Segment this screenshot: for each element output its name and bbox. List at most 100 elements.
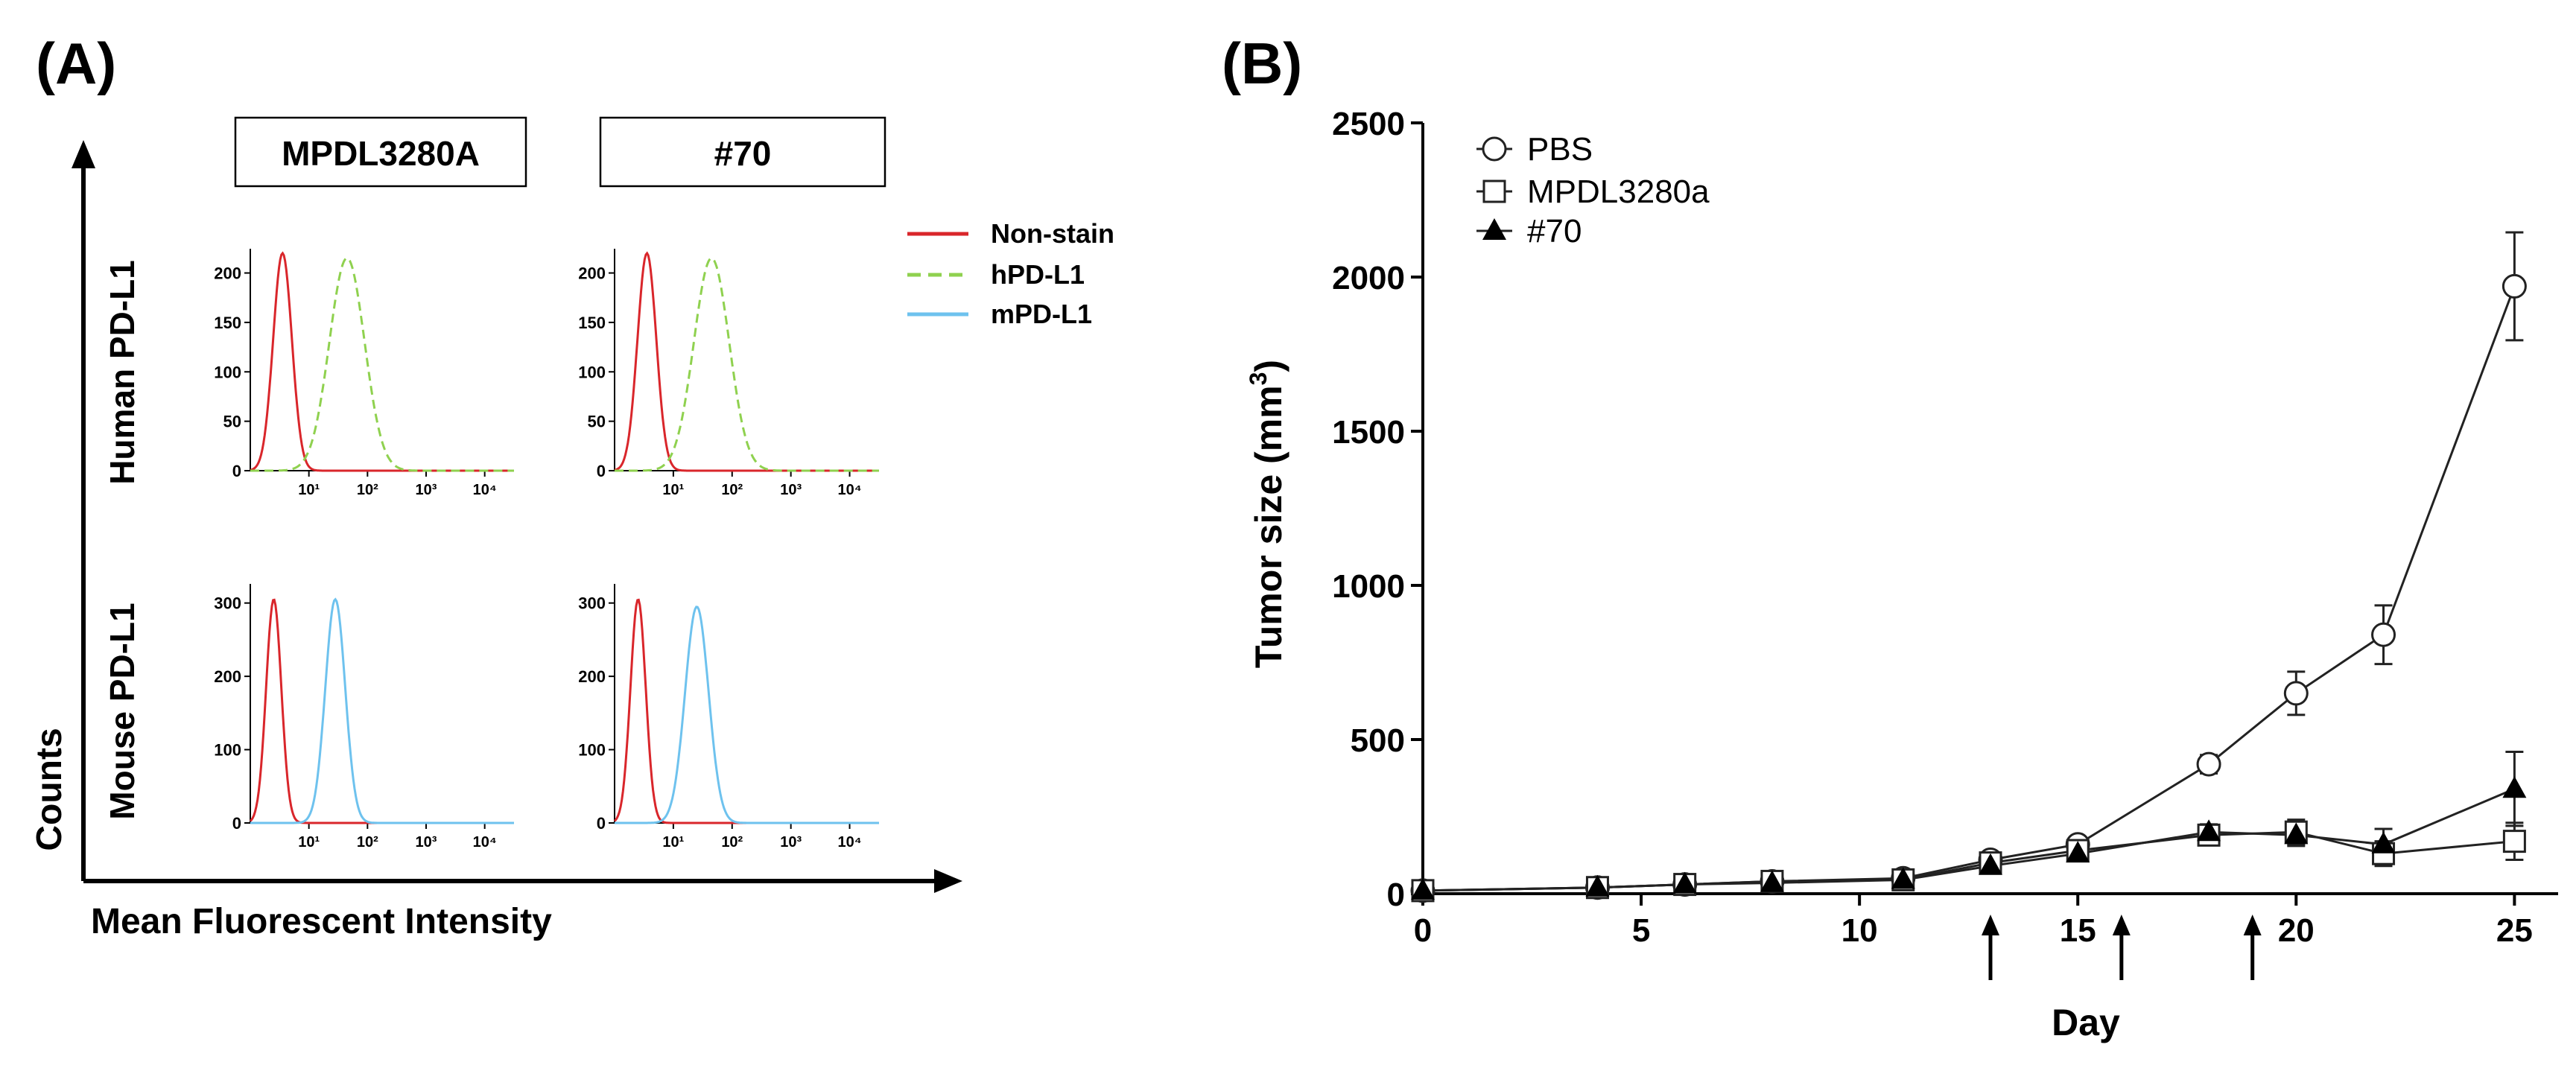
hist-ytick-label: 0 (597, 814, 606, 833)
x-tick-label: 25 (2496, 912, 2533, 949)
point-triangle (1585, 874, 1610, 897)
hist-ytick-label: 0 (232, 814, 241, 833)
hist-ytick-label: 150 (214, 314, 241, 332)
hist-curve-nonstain (613, 598, 879, 824)
hist-xtick-label: 10¹ (662, 834, 684, 851)
point-triangle (1672, 871, 1697, 894)
x-tick-label: 15 (2060, 912, 2096, 949)
point-triangle (2371, 831, 2396, 853)
hist-curve-hpdl1 (250, 257, 514, 472)
hist-xtick-label: 10⁴ (837, 834, 861, 851)
point-circle (2283, 681, 2309, 706)
hist-ytick-label: 150 (578, 314, 606, 332)
hist-xtick-label: 10² (357, 834, 378, 851)
legend-label-circle: PBS (1527, 131, 1593, 168)
hist-ytick-label: 0 (232, 462, 241, 480)
x-tick-label: 5 (1632, 912, 1650, 949)
point-circle (2371, 622, 2396, 647)
point-triangle (2197, 819, 2221, 842)
point-triangle (1411, 877, 1435, 900)
hist-ytick-label: 200 (214, 667, 241, 686)
x-tick-label: 0 (1414, 912, 1432, 949)
point-triangle (2066, 841, 2090, 863)
tumor-y-axis-label-superscript: 3 (1245, 372, 1272, 386)
counts-axis-arrowhead (72, 140, 95, 168)
hist-xtick-label: 10⁴ (473, 834, 497, 851)
tumor-y-axis-label-close: ) (1248, 360, 1289, 372)
legend-marker-triangle (1482, 218, 1506, 240)
panel-a-label: (A) (36, 31, 116, 96)
hist-ytick-label: 200 (578, 667, 606, 686)
point-triangle (1760, 870, 1784, 892)
hist-ytick-label: 100 (214, 741, 241, 760)
row-label-human: Human PD-L1 (103, 260, 142, 485)
y-tick-label: 2000 (1332, 260, 1405, 296)
header-70: #70 (714, 134, 772, 173)
header-box-70 (599, 116, 886, 188)
point-triangle (2284, 822, 2309, 845)
hist-xtick-label: 10¹ (662, 482, 684, 498)
hist-ytick-label: 50 (588, 413, 606, 431)
legend-label-1: hPD-L1 (991, 259, 1085, 290)
mfi-label: Mean Fluorescent Intensity (91, 902, 552, 941)
panel-b-label: (B) (1222, 31, 1302, 96)
header-box-mpdl3280a (234, 116, 527, 188)
point-circle (2502, 273, 2527, 299)
hist-ytick-label: 300 (578, 594, 606, 613)
hist-ytick-label: 100 (214, 363, 241, 381)
hist-curve-nonstain (614, 251, 879, 472)
series-line-triangle (1422, 787, 2515, 892)
hist-ytick-label: 50 (223, 413, 241, 431)
counts-label: Counts (30, 728, 69, 851)
hist-xtick-label: 10² (721, 834, 743, 851)
hist-xtick-label: 10⁴ (473, 482, 497, 498)
hist-xtick-label: 10³ (416, 482, 437, 498)
x-tick-label: 20 (2278, 912, 2315, 949)
point-square (2502, 830, 2526, 853)
day-axis-label: Day (2052, 1002, 2120, 1043)
point-triangle (1979, 853, 2002, 875)
legend-label-triangle: #70 (1527, 213, 1582, 249)
hist-ytick-label: 200 (578, 264, 606, 283)
hist-ytick-label: 300 (214, 594, 241, 613)
hist-ytick-label: 200 (214, 264, 241, 283)
hist-curve-nonstain (249, 598, 514, 824)
row-label-mouse: Mouse PD-L1 (103, 603, 142, 819)
hist-curve-mpdl1 (615, 605, 879, 824)
hist-xtick-label: 10³ (780, 834, 802, 851)
tumor-y-axis-label-text: Tumor size (mm (1248, 385, 1289, 668)
legend-label-2: mPD-L1 (991, 299, 1092, 329)
dosing-arrow-head (2243, 915, 2262, 935)
legend-label-0: Non-stain (991, 218, 1114, 249)
dosing-arrow-head (2112, 915, 2131, 935)
x-tick-label: 10 (1841, 912, 1878, 949)
hist-xtick-label: 10¹ (298, 482, 320, 498)
y-tick-label: 0 (1387, 877, 1405, 913)
legend-marker-circle (1482, 136, 1507, 162)
y-tick-label: 1000 (1332, 568, 1405, 605)
y-tick-label: 500 (1351, 722, 1405, 759)
legend-marker-square (1482, 179, 1506, 203)
point-triangle (1891, 867, 1915, 889)
hist-curve-nonstain (250, 251, 514, 472)
dosing-arrow-head (1982, 915, 1999, 935)
hist-xtick-label: 10³ (416, 834, 437, 851)
hist-curve-hpdl1 (615, 257, 879, 472)
tumor-growth-chart: 0 500 1000 1500 2000 2500 0 5 10 15 20 25 PBS MPDL328… (1332, 106, 2558, 980)
tumor-y-axis-label: Tumor size (mm3) (1245, 360, 1289, 668)
hist-ytick-label: 100 (578, 741, 606, 760)
hist-xtick-label: 10⁴ (837, 482, 861, 498)
hist-xtick-label: 10² (721, 482, 743, 498)
hist-ytick-label: 100 (578, 363, 606, 381)
legend-label-square: MPDL3280a (1527, 174, 1710, 210)
panel-a-legend: Non-stain hPD-L1 mPD-L1 (907, 218, 1114, 329)
y-tick-label: 1500 (1332, 414, 1405, 451)
point-triangle (2502, 776, 2527, 798)
hist-xtick-label: 10² (357, 482, 378, 498)
hist-ytick-label: 0 (597, 462, 606, 480)
hist-curve-mpdl1 (250, 597, 514, 824)
point-circle (2196, 751, 2221, 777)
series-line-circle (1422, 285, 2516, 892)
hist-xtick-label: 10¹ (298, 834, 320, 851)
